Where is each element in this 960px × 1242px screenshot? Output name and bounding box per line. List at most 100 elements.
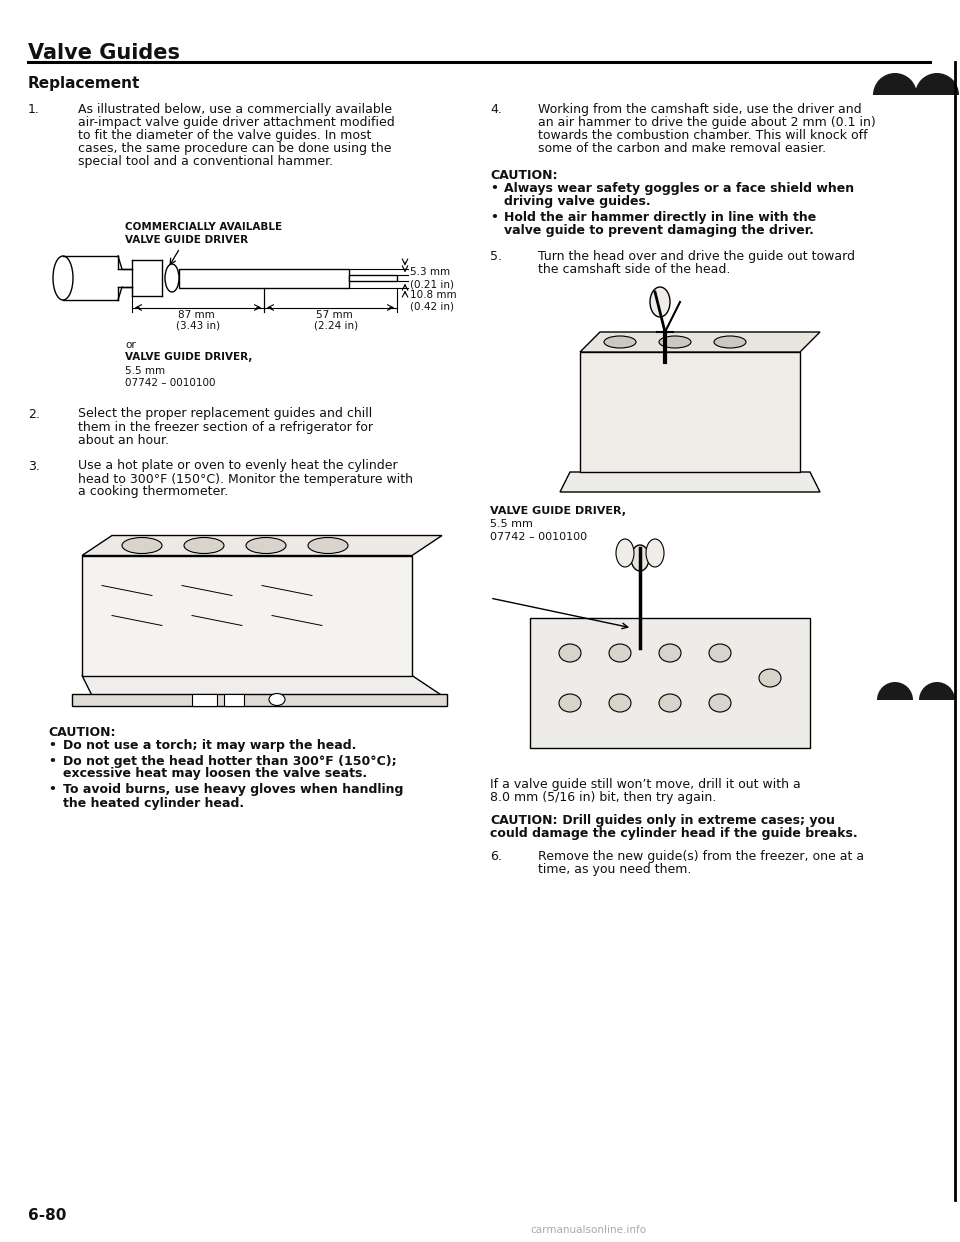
Ellipse shape bbox=[659, 645, 681, 662]
Polygon shape bbox=[82, 676, 442, 696]
Ellipse shape bbox=[659, 694, 681, 712]
Text: cases, the same procedure can be done using the: cases, the same procedure can be done us… bbox=[78, 142, 392, 155]
Bar bbox=[179, 268, 349, 287]
Ellipse shape bbox=[559, 645, 581, 662]
Text: Use a hot plate or oven to evenly heat the cylinder: Use a hot plate or oven to evenly heat t… bbox=[78, 460, 397, 472]
Text: air-impact valve guide driver attachment modified: air-impact valve guide driver attachment… bbox=[78, 116, 395, 129]
Text: COMMERCIALLY AVAILABLE: COMMERCIALLY AVAILABLE bbox=[125, 222, 282, 232]
Text: them in the freezer section of a refrigerator for: them in the freezer section of a refrige… bbox=[78, 421, 373, 433]
Text: (2.24 in): (2.24 in) bbox=[314, 320, 358, 330]
Text: Do not get the head hotter than 300°F (150°C);: Do not get the head hotter than 300°F (1… bbox=[63, 754, 396, 768]
Polygon shape bbox=[82, 555, 412, 676]
Ellipse shape bbox=[246, 538, 286, 554]
Text: 5.5 mm: 5.5 mm bbox=[490, 519, 533, 529]
Text: 07742 – 0010100: 07742 – 0010100 bbox=[125, 378, 215, 388]
Text: VALVE GUIDE DRIVER: VALVE GUIDE DRIVER bbox=[125, 235, 248, 245]
Ellipse shape bbox=[308, 538, 348, 554]
Text: CAUTION:: CAUTION: bbox=[490, 814, 558, 827]
Text: Turn the head over and drive the guide out toward: Turn the head over and drive the guide o… bbox=[538, 250, 855, 263]
Text: valve guide to prevent damaging the driver.: valve guide to prevent damaging the driv… bbox=[504, 224, 814, 237]
Ellipse shape bbox=[659, 337, 691, 348]
Text: driving valve guides.: driving valve guides. bbox=[504, 195, 651, 207]
Text: (0.42 in): (0.42 in) bbox=[410, 302, 454, 312]
Text: Hold the air hammer directly in line with the: Hold the air hammer directly in line wit… bbox=[504, 211, 816, 224]
Text: to fit the diameter of the valve guides. In most: to fit the diameter of the valve guides.… bbox=[78, 129, 372, 142]
Text: •: • bbox=[490, 183, 498, 195]
Text: 6.: 6. bbox=[490, 850, 502, 863]
Text: VALVE GUIDE DRIVER,: VALVE GUIDE DRIVER, bbox=[125, 353, 252, 363]
Text: carmanualsonline.info: carmanualsonline.info bbox=[530, 1225, 646, 1235]
Text: CAUTION:: CAUTION: bbox=[48, 725, 115, 739]
Wedge shape bbox=[915, 73, 959, 94]
Ellipse shape bbox=[53, 256, 73, 301]
Ellipse shape bbox=[759, 669, 781, 687]
Polygon shape bbox=[580, 351, 800, 472]
Ellipse shape bbox=[609, 694, 631, 712]
Text: 3.: 3. bbox=[28, 460, 40, 472]
Polygon shape bbox=[580, 332, 820, 351]
Text: the heated cylinder head.: the heated cylinder head. bbox=[63, 796, 244, 810]
Text: or: or bbox=[125, 339, 135, 349]
Text: 87 mm: 87 mm bbox=[178, 309, 215, 319]
Bar bbox=[530, 619, 810, 748]
Ellipse shape bbox=[714, 337, 746, 348]
Ellipse shape bbox=[269, 693, 285, 705]
Text: excessive heat may loosen the valve seats.: excessive heat may loosen the valve seat… bbox=[63, 768, 367, 780]
Text: 8.0 mm (5/16 in) bit, then try again.: 8.0 mm (5/16 in) bit, then try again. bbox=[490, 791, 716, 804]
Ellipse shape bbox=[709, 645, 731, 662]
Text: 5.: 5. bbox=[490, 250, 502, 263]
Text: As illustrated below, use a commercially available: As illustrated below, use a commercially… bbox=[78, 103, 392, 116]
Text: about an hour.: about an hour. bbox=[78, 433, 169, 447]
Ellipse shape bbox=[165, 265, 179, 292]
Ellipse shape bbox=[559, 694, 581, 712]
Bar bbox=[349, 276, 397, 281]
Text: could damage the cylinder head if the guide breaks.: could damage the cylinder head if the gu… bbox=[490, 827, 857, 840]
Text: If a valve guide still won’t move, drill it out with a: If a valve guide still won’t move, drill… bbox=[490, 777, 801, 791]
Text: the camshaft side of the head.: the camshaft side of the head. bbox=[538, 263, 731, 276]
Text: Always wear safety goggles or a face shield when: Always wear safety goggles or a face shi… bbox=[504, 183, 854, 195]
Text: Remove the new guide(s) from the freezer, one at a: Remove the new guide(s) from the freezer… bbox=[538, 850, 864, 863]
Text: head to 300°F (150°C). Monitor the temperature with: head to 300°F (150°C). Monitor the tempe… bbox=[78, 472, 413, 486]
Text: 6-80: 6-80 bbox=[28, 1208, 66, 1223]
Text: VALVE GUIDE DRIVER,: VALVE GUIDE DRIVER, bbox=[490, 505, 626, 515]
Ellipse shape bbox=[709, 694, 731, 712]
Ellipse shape bbox=[650, 287, 670, 317]
Ellipse shape bbox=[631, 545, 649, 571]
Text: some of the carbon and make removal easier.: some of the carbon and make removal easi… bbox=[538, 142, 827, 155]
Text: time, as you need them.: time, as you need them. bbox=[538, 863, 691, 876]
Text: (3.43 in): (3.43 in) bbox=[176, 320, 220, 330]
Text: Do not use a torch; it may warp the head.: Do not use a torch; it may warp the head… bbox=[63, 739, 356, 751]
Text: Drill guides only in extreme cases; you: Drill guides only in extreme cases; you bbox=[558, 814, 835, 827]
Text: 57 mm: 57 mm bbox=[316, 309, 352, 319]
Text: 4.: 4. bbox=[490, 103, 502, 116]
Ellipse shape bbox=[616, 539, 634, 568]
Text: (0.21 in): (0.21 in) bbox=[410, 279, 454, 289]
Text: •: • bbox=[48, 739, 56, 751]
Text: special tool and a conventional hammer.: special tool and a conventional hammer. bbox=[78, 155, 333, 168]
Text: 2.: 2. bbox=[28, 407, 40, 421]
Text: Replacement: Replacement bbox=[28, 76, 140, 91]
Ellipse shape bbox=[646, 539, 664, 568]
Text: 5.5 mm: 5.5 mm bbox=[125, 365, 165, 375]
Text: 5.3 mm: 5.3 mm bbox=[410, 267, 450, 277]
Text: 07742 – 0010100: 07742 – 0010100 bbox=[490, 532, 588, 542]
Text: Working from the camshaft side, use the driver and: Working from the camshaft side, use the … bbox=[538, 103, 862, 116]
Text: Valve Guides: Valve Guides bbox=[28, 43, 180, 63]
Text: CAUTION:: CAUTION: bbox=[490, 169, 558, 183]
Polygon shape bbox=[82, 535, 442, 555]
Wedge shape bbox=[873, 73, 917, 94]
Text: Select the proper replacement guides and chill: Select the proper replacement guides and… bbox=[78, 407, 372, 421]
Polygon shape bbox=[72, 693, 447, 705]
Bar bbox=[224, 693, 244, 705]
Text: •: • bbox=[48, 754, 56, 768]
Text: 10.8 mm: 10.8 mm bbox=[410, 291, 457, 301]
Wedge shape bbox=[919, 682, 955, 700]
Ellipse shape bbox=[122, 538, 162, 554]
Text: a cooking thermometer.: a cooking thermometer. bbox=[78, 486, 228, 498]
Ellipse shape bbox=[609, 645, 631, 662]
Text: •: • bbox=[48, 784, 56, 796]
Wedge shape bbox=[877, 682, 913, 700]
Text: an air hammer to drive the guide about 2 mm (0.1 in): an air hammer to drive the guide about 2… bbox=[538, 116, 876, 129]
Ellipse shape bbox=[184, 538, 224, 554]
Text: •: • bbox=[490, 211, 498, 224]
